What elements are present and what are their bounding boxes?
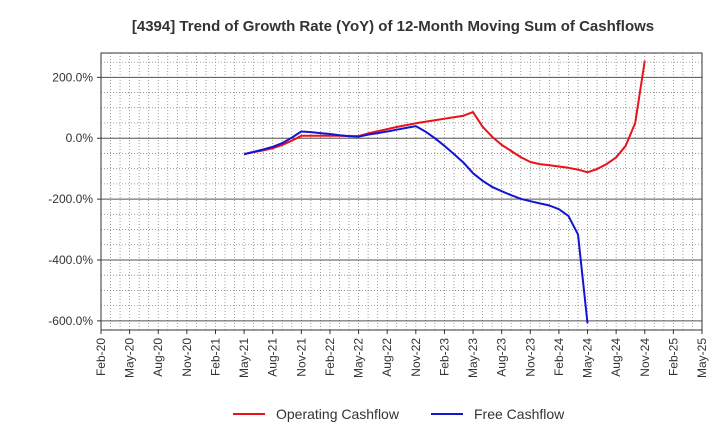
x-tick-label: Feb-23 (437, 338, 451, 376)
x-tick-label: May-24 (581, 338, 595, 378)
chart-title: [4394] Trend of Growth Rate (YoY) of 12-… (132, 18, 654, 35)
x-axis: Feb-20 May-20 Aug-20 Nov-20 Feb-21 May-21 Aug-… (94, 330, 709, 378)
x-tick-label: Aug-21 (266, 338, 280, 377)
x-tick-label: May-20 (123, 338, 137, 378)
series-line-operating-cashflow (243, 60, 646, 174)
x-tick-label: Feb-22 (323, 338, 337, 376)
x-tick-label: Aug-23 (495, 338, 509, 377)
x-tick-label: May-25 (695, 338, 709, 378)
legend: Operating Cashflow Free Cashflow (233, 406, 565, 422)
y-tick-label: -200.0% (48, 192, 93, 206)
y-tick-label: -600.0% (48, 314, 93, 328)
x-tick-label: Nov-20 (180, 338, 194, 377)
x-tick-label: Aug-22 (380, 338, 394, 377)
x-tick-label: Nov-22 (409, 338, 423, 377)
x-tick-label: Nov-21 (294, 338, 308, 377)
x-tick-label: Feb-24 (552, 338, 566, 376)
x-tick-label: Feb-20 (94, 338, 108, 376)
grid (100, 53, 703, 330)
x-tick-label: Aug-20 (151, 338, 165, 377)
x-tick-label: May-22 (352, 338, 366, 378)
legend-label-free-cashflow: Free Cashflow (474, 406, 565, 422)
legend-label-operating-cashflow: Operating Cashflow (276, 406, 400, 422)
x-tick-label: Feb-25 (666, 338, 680, 376)
series-line-free-cashflow (243, 125, 589, 324)
x-tick-label: Nov-23 (523, 338, 537, 377)
y-tick-label: 200.0% (52, 70, 93, 84)
y-axis: 200.0% 0.0% -200.0% -400.0% -600.0% (48, 70, 101, 328)
y-tick-label: 0.0% (66, 131, 94, 145)
x-tick-label: Aug-24 (609, 338, 623, 377)
x-tick-label: May-23 (466, 338, 480, 378)
y-tick-label: -400.0% (48, 253, 93, 267)
x-tick-label: Nov-24 (638, 338, 652, 377)
plot-area (100, 52, 703, 331)
series-lines (243, 60, 646, 324)
x-tick-label: Feb-21 (208, 338, 222, 376)
x-tick-label: May-21 (237, 338, 251, 378)
